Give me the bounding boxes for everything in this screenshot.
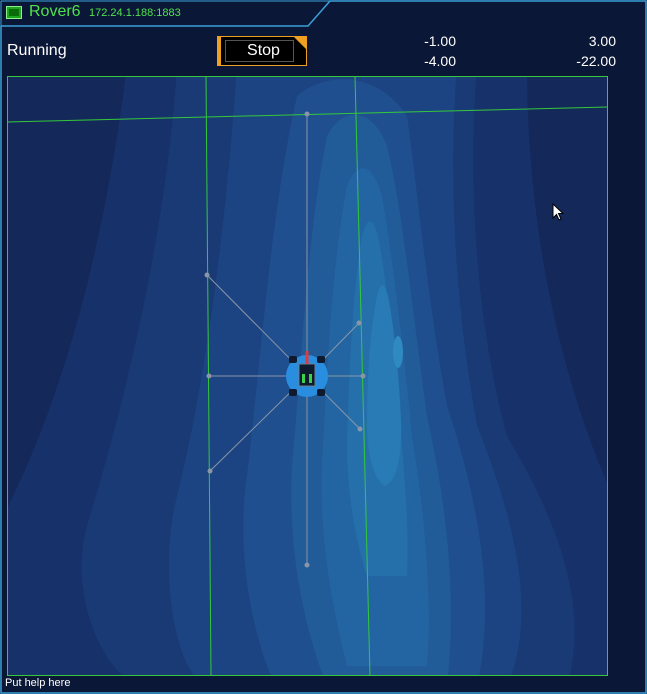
readout-right-bottom: -22.00 [576,53,616,69]
title-bar: Rover6 172.24.1.188:1883 [0,0,330,26]
stop-button[interactable]: Stop [217,36,307,66]
stop-button-corner [293,36,307,50]
rover-name: Rover6 [29,3,81,20]
map-boundary [7,76,608,676]
status-text: Running [7,42,67,59]
sensor-endpoints [204,111,366,568]
readout-left-top: -1.00 [424,33,456,49]
help-text: Put help here [5,677,71,689]
window-icon [6,6,22,19]
cursor-arrow-icon [552,203,564,221]
stop-button-label: Stop [247,42,280,59]
rover-icon[interactable] [286,351,328,397]
readout-right-top: 3.00 [588,33,616,49]
map-canvas[interactable] [7,76,608,676]
rover-address: 172.24.1.188:1883 [89,7,181,19]
readout-left-bottom: -4.00 [424,53,456,69]
